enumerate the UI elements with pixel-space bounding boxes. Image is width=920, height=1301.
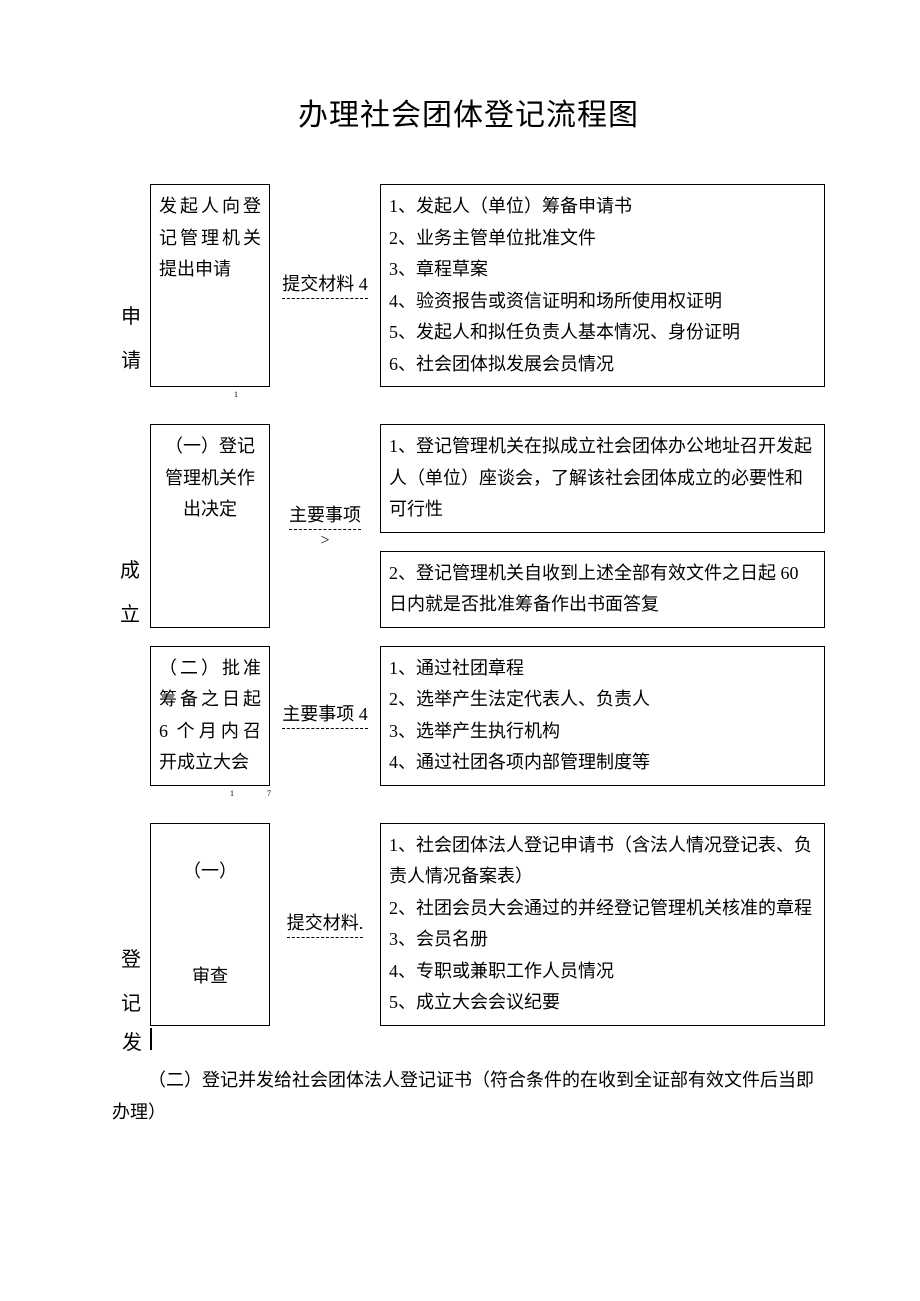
detail-split-est1: 1、登记管理机关在拟成立社会团体办公地址召开发起人（单位）座谈会，了解该社会团体… [380,424,825,628]
arrow-label-est2: 主要事项 4 [282,700,368,729]
establish-step-2: （二）批准筹备之日起 6 个月内召开成立大会 主要事项 4 1、通过社团章程 2… [112,646,825,786]
arrow-suffix-est1: > [320,532,329,550]
arrow-est1: 主要事项 > [270,424,380,628]
detail-box-est2: 1、通过社团章程 2、选举产生法定代表人、负责人 3、选举产生执行机构 4、通过… [380,646,825,786]
detail-line: 2、业务主管单位批准文件 [389,223,816,255]
step-sub: 审查 [159,961,261,993]
detail-line: 5、成立大会会议纪要 [389,987,816,1019]
section-apply: 申 请 发起人向登记管理机关提出申请 提交材料 4 1、发起人（单位）筹备申请书… [112,184,825,387]
step-head: （一） [159,856,261,888]
detail-line: 1、通过社团章程 [389,653,816,685]
detail-box-est1b: 2、登记管理机关自收到上述全部有效文件之日起 60 日内就是否批准筹备作出书面答… [380,551,825,628]
arrow-label-register: 提交材料. [287,909,364,938]
section-establish: 成 立 （一）登记管理机关作出决定 主要事项 > 1、登记管理机关在拟成立社会团… [112,424,825,811]
arrow-label-est1: 主要事项 [289,501,361,530]
stage-label-register: 登 记 [112,823,150,1026]
doc-title: 办理社会团体登记流程图 [112,90,825,134]
extra-char: 发 [122,1026,142,1055]
detail-line: 4、通过社团各项内部管理制度等 [389,747,816,779]
step-box-est2: （二）批准筹备之日起 6 个月内召开成立大会 [150,646,270,786]
detail-line: 1、发起人（单位）筹备申请书 [389,191,816,223]
detail-line: 2、选举产生法定代表人、负责人 [389,684,816,716]
tick-mark: 1 [234,390,238,399]
detail-line: 1、社会团体法人登记申请书（含法人情况登记表、负责人情况备案表） [389,830,816,893]
step-box-register: （一） 审查 [150,823,270,1026]
detail-line: 2、社团会员大会通过的并经登记管理机关核准的章程 [389,893,816,925]
tick-mark: 7 [267,789,271,798]
footer-paragraph: （二）登记并发给社会团体法人登记证书（符合条件的在收到全证部有效文件后当即办理） [112,1064,825,1129]
stage-label-apply: 申 请 [112,184,150,387]
detail-line: 3、选举产生执行机构 [389,716,816,748]
arrow-label-apply: 提交材料 4 [282,270,368,299]
arrow-register: 提交材料. [270,823,380,1026]
arrow-apply: 提交材料 4 [270,184,380,387]
detail-line: 4、验资报告或资信证明和场所使用权证明 [389,286,816,318]
detail-box-register: 1、社会团体法人登记申请书（含法人情况登记表、负责人情况备案表） 2、社团会员大… [380,823,825,1026]
detail-box-est1a: 1、登记管理机关在拟成立社会团体办公地址召开发起人（单位）座谈会，了解该社会团体… [380,424,825,533]
detail-line: 4、专职或兼职工作人员情况 [389,956,816,988]
detail-line: 5、发起人和拟任负责人基本情况、身份证明 [389,317,816,349]
detail-line: 3、会员名册 [389,924,816,956]
section-register: 登 记 （一） 审查 提交材料. 1、社会团体法人登记申请书（含法人情况登记表、… [112,823,825,1026]
detail-line: 3、章程草案 [389,254,816,286]
step-box-est1: （一）登记管理机关作出决定 [150,424,270,628]
detail-box-apply: 1、发起人（单位）筹备申请书 2、业务主管单位批准文件 3、章程草案 4、验资报… [380,184,825,387]
detail-line: 6、社会团体拟发展会员情况 [389,349,816,381]
artifact-row: 发 [112,1026,825,1054]
page: 办理社会团体登记流程图 申 请 发起人向登记管理机关提出申请 提交材料 4 1、… [0,0,920,1168]
tick-mark: 1 [230,789,234,798]
extra-bar [150,1028,152,1050]
step-box-apply: 发起人向登记管理机关提出申请 [150,184,270,387]
arrow-est2: 主要事项 4 [270,646,380,786]
establish-step-1: （一）登记管理机关作出决定 主要事项 > 1、登记管理机关在拟成立社会团体办公地… [112,424,825,628]
